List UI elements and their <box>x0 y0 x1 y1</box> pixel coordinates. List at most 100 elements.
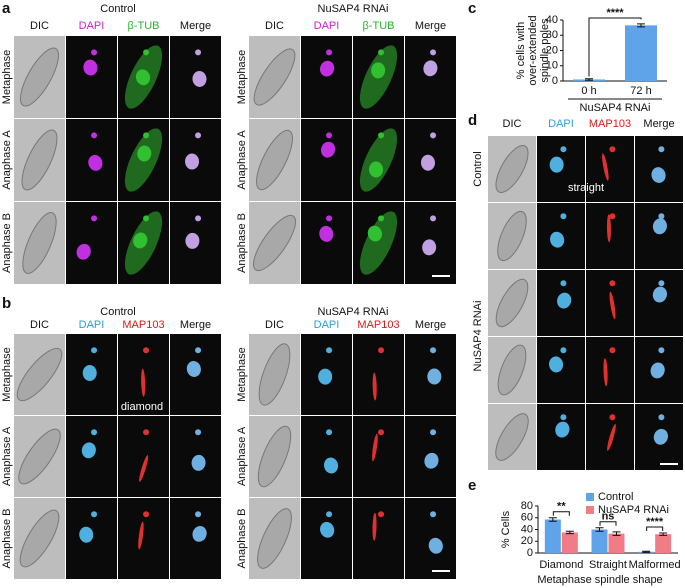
cell-signal <box>359 128 398 192</box>
panel-label: c <box>468 0 476 17</box>
cell-signal <box>359 211 398 275</box>
significance-bracket <box>599 521 617 526</box>
signal <box>560 414 567 421</box>
row-label: Anaphase A <box>236 130 248 190</box>
micrograph <box>586 337 634 403</box>
panel-label: d <box>468 112 477 129</box>
signal <box>138 521 144 550</box>
panel-label: e <box>468 477 476 494</box>
signal <box>549 156 564 173</box>
cell-outline <box>18 428 61 485</box>
signal <box>143 49 150 56</box>
x-label: NuSAP4 RNAi <box>580 102 651 114</box>
signal <box>319 225 334 242</box>
bar <box>608 533 625 553</box>
cell-outline <box>495 278 529 328</box>
column-header: DAPI <box>79 319 105 331</box>
row-label: Anaphase B <box>1 509 13 569</box>
signal <box>430 429 437 436</box>
signal <box>430 215 437 222</box>
cell-outline <box>257 508 292 569</box>
y-label: % Cells <box>500 510 512 548</box>
signal <box>91 132 98 139</box>
signal <box>191 454 206 471</box>
signal <box>186 361 201 377</box>
signal <box>609 291 616 320</box>
signal <box>143 429 150 436</box>
signal <box>378 429 385 436</box>
x-tick-label: Diamond <box>539 559 583 571</box>
micrograph <box>66 202 117 284</box>
micrograph <box>301 416 352 497</box>
signal <box>378 215 385 222</box>
column-header: DIC <box>30 20 49 32</box>
panel-label: a <box>2 0 11 17</box>
bar <box>544 519 561 553</box>
micrograph <box>301 119 352 201</box>
row-label: Metaphase <box>236 347 248 401</box>
column-header: Merge <box>180 20 211 32</box>
annotation: straight <box>568 182 604 194</box>
y-tick-label: 60 <box>521 512 533 524</box>
column-header: DAPI <box>314 20 340 32</box>
y-label: spindle poles <box>539 18 551 83</box>
signal <box>143 347 150 354</box>
micrograph <box>405 36 456 118</box>
signal <box>185 153 200 170</box>
error-bar <box>565 530 574 535</box>
signal <box>326 132 333 139</box>
signal <box>143 132 150 139</box>
signal <box>82 365 97 382</box>
cell-outline <box>497 210 527 262</box>
signal <box>91 511 98 518</box>
signal <box>319 60 335 77</box>
column-header: MAP103 <box>122 319 164 331</box>
column-header: Merge <box>415 319 446 331</box>
signal <box>555 421 570 438</box>
signal <box>378 511 385 518</box>
significance-bracket <box>552 511 570 516</box>
cell-outline <box>497 344 527 396</box>
signal <box>195 49 202 56</box>
cell-outline <box>16 347 63 402</box>
cell-outline <box>253 48 296 106</box>
signal <box>133 232 148 249</box>
signal <box>326 429 333 436</box>
micrograph <box>586 136 634 202</box>
cell-outline <box>256 129 293 191</box>
signal <box>185 232 200 249</box>
signal <box>560 347 567 354</box>
signal <box>378 49 385 56</box>
cell-outline <box>257 425 292 488</box>
signal <box>653 428 668 445</box>
x-tick-label: 72 h <box>630 85 651 97</box>
error-bar <box>548 517 557 522</box>
signal <box>378 347 385 354</box>
signal <box>658 213 665 220</box>
signal <box>609 213 616 220</box>
signal <box>137 145 152 162</box>
column-header: DIC <box>30 319 49 331</box>
significance: ** <box>557 501 566 513</box>
y-tick-label: 10 <box>546 60 558 72</box>
signal <box>420 154 435 171</box>
signal <box>560 146 567 153</box>
cell-outline <box>20 47 59 107</box>
micrograph <box>586 270 634 336</box>
row-label: Metaphase <box>1 50 13 104</box>
column-header: MAP103 <box>589 118 631 130</box>
legend-swatch <box>586 493 594 501</box>
signal <box>79 526 94 543</box>
micrograph <box>301 498 352 579</box>
column-header: Merge <box>415 20 446 32</box>
row-label: Anaphase A <box>1 130 13 190</box>
signal <box>195 429 202 436</box>
signal <box>550 231 565 248</box>
signal <box>378 132 385 139</box>
signal <box>81 442 96 459</box>
row-label: Metaphase <box>1 347 13 401</box>
row-label: Anaphase A <box>1 426 13 486</box>
micrograph <box>66 36 117 118</box>
group-title: NuSAP4 RNAi <box>318 306 389 318</box>
group-title: Control <box>100 3 135 15</box>
